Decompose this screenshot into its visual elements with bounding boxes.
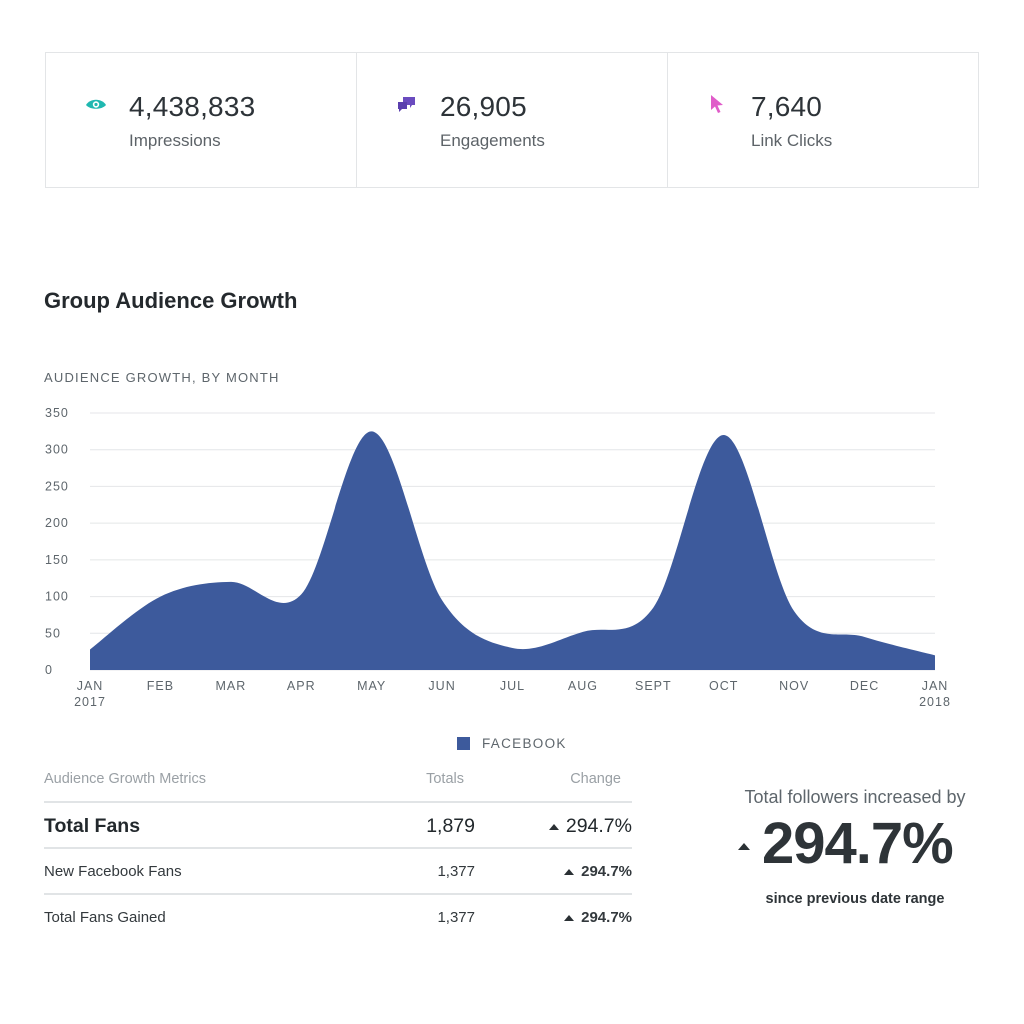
row-name: New Facebook Fans	[44, 863, 182, 880]
stats-strip: 4,438,833 Impressions 26,905 Engagements…	[45, 52, 979, 188]
summary-note: since previous date range	[765, 891, 945, 907]
row-change-value: 294.7%	[581, 909, 632, 926]
metrics-header-row: Audience Growth Metrics Totals Change	[44, 768, 632, 803]
y-tick-label: 250	[45, 479, 69, 493]
eye-icon	[86, 99, 106, 109]
metrics-header-name: Audience Growth Metrics	[44, 771, 206, 787]
summary-value: 294.7%	[762, 811, 954, 876]
table-row: Total Fans 1,879 294.7%	[44, 803, 632, 849]
metrics-header-change: Change	[570, 771, 621, 787]
x-tick-label: SEPT	[635, 679, 672, 693]
y-tick-label: 200	[45, 516, 69, 530]
x-tick-label: OCT	[709, 679, 738, 693]
summary-label: Total followers increased by	[744, 787, 966, 807]
x-tick-label: JAN 2017	[74, 679, 106, 709]
legend-swatch-facebook	[457, 737, 470, 750]
row-change-value: 294.7%	[581, 863, 632, 880]
impressions-label: Impressions	[129, 131, 221, 150]
x-tick-label: DEC	[850, 679, 879, 693]
metrics-header-totals: Totals	[426, 771, 464, 787]
summary-value-row: 294.7%	[738, 810, 954, 877]
x-tick-label: MAR	[215, 679, 246, 693]
metrics-table: Audience Growth Metrics Totals Change To…	[44, 768, 632, 939]
impressions-value: 4,438,833	[129, 91, 256, 122]
up-triangle-icon	[564, 914, 575, 921]
x-tick-label: APR	[287, 679, 316, 693]
x-tick-label: JAN 2018	[919, 679, 951, 709]
row-total: 1,879	[426, 815, 475, 837]
row-name: Total Fans	[44, 815, 141, 837]
x-tick-label: FEB	[147, 679, 174, 693]
row-total: 1,377	[437, 909, 475, 926]
up-triangle-icon	[564, 868, 575, 875]
row-change: 294.7%	[564, 863, 632, 880]
y-tick-label: 150	[45, 553, 69, 567]
up-triangle-icon	[548, 823, 559, 830]
table-row: New Facebook Fans 1,377 294.7%	[44, 849, 632, 895]
y-tick-label: 300	[45, 443, 69, 457]
link-clicks-label: Link Clicks	[751, 131, 833, 150]
series-area-facebook	[90, 431, 935, 670]
table-row: Total Fans Gained 1,377 294.7%	[44, 895, 632, 939]
chart-legend[interactable]: FACEBOOK	[457, 736, 567, 751]
y-tick-label: 100	[45, 590, 69, 604]
stat-engagements[interactable]: 26,905 Engagements	[356, 53, 667, 187]
audience-growth-chart: 0 50 100 150 200 250 300 350 JAN 2017 FEB MAR APR MAY…	[45, 406, 951, 709]
stat-link-clicks[interactable]: 7,640 Link Clicks	[667, 53, 978, 187]
cursor-icon	[711, 95, 723, 113]
link-clicks-value: 7,640	[751, 91, 823, 122]
row-name: Total Fans Gained	[44, 909, 166, 926]
legend-label-facebook: FACEBOOK	[482, 736, 567, 751]
row-change: 294.7%	[564, 909, 632, 926]
y-tick-label: 50	[45, 626, 61, 640]
x-tick-label: JUN	[428, 679, 455, 693]
up-triangle-icon	[738, 843, 750, 850]
row-total: 1,377	[437, 863, 475, 880]
chart-subtitle: AUDIENCE GROWTH, BY MONTH	[44, 370, 280, 385]
row-change-value: 294.7%	[565, 815, 632, 837]
y-tick-label: 350	[45, 406, 69, 420]
x-tick-label: NOV	[779, 679, 809, 693]
engagements-label: Engagements	[440, 131, 545, 150]
row-change: 294.7%	[548, 815, 632, 838]
engagements-value: 26,905	[440, 91, 527, 122]
x-tick-label: AUG	[568, 679, 598, 693]
y-tick-label: 0	[45, 663, 53, 677]
section-title: Group Audience Growth	[44, 288, 298, 313]
chat-icon	[398, 97, 415, 112]
x-tick-label: JUL	[500, 679, 525, 693]
stat-impressions[interactable]: 4,438,833 Impressions	[46, 53, 356, 187]
x-tick-label: MAY	[357, 679, 386, 693]
